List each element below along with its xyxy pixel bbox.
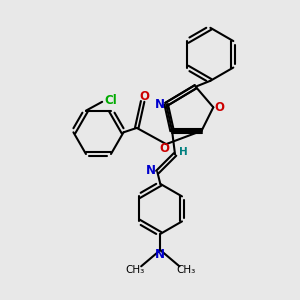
Text: CH₃: CH₃: [176, 265, 196, 275]
Text: CH₃: CH₃: [125, 265, 144, 275]
Text: O: O: [139, 90, 149, 103]
Text: Cl: Cl: [104, 94, 117, 107]
Text: O: O: [160, 142, 170, 155]
Text: N: N: [155, 98, 165, 111]
Text: N: N: [155, 248, 165, 261]
Text: N: N: [146, 164, 156, 177]
Text: O: O: [215, 101, 225, 114]
Text: H: H: [179, 147, 188, 157]
